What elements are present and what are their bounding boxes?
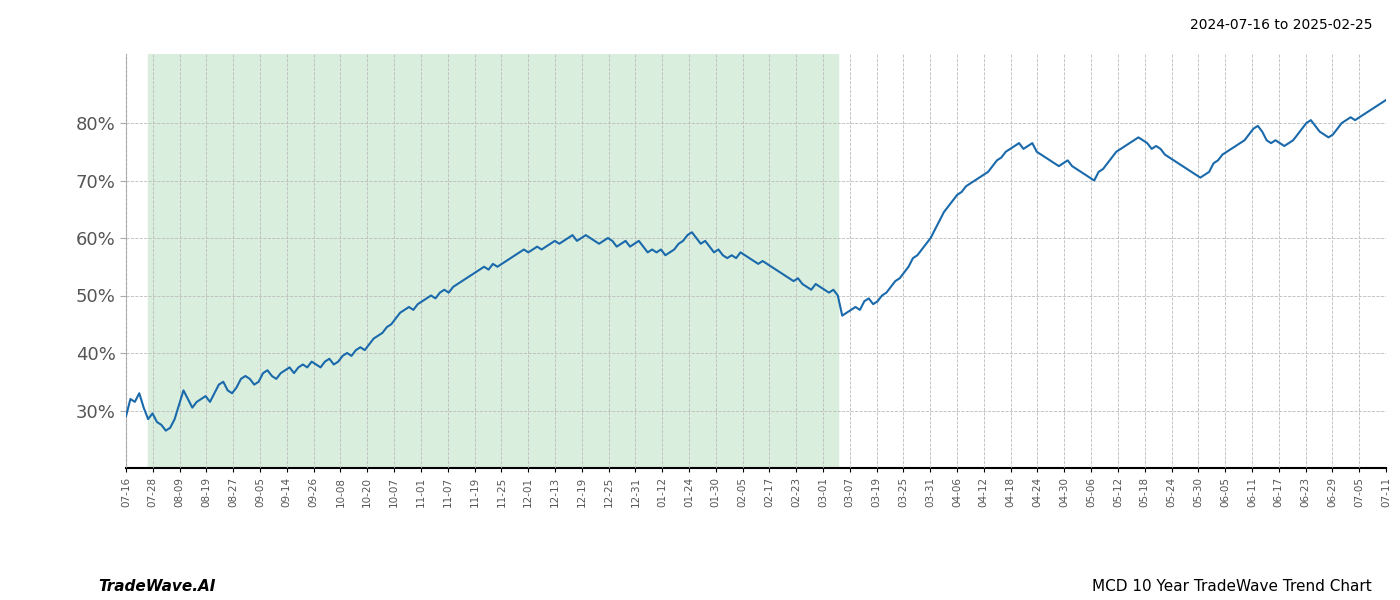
Bar (148, 54, 837, 468)
Text: TradeWave.AI: TradeWave.AI (98, 579, 216, 594)
Text: 2024-07-16 to 2025-02-25: 2024-07-16 to 2025-02-25 (1190, 18, 1372, 32)
Text: MCD 10 Year TradeWave Trend Chart: MCD 10 Year TradeWave Trend Chart (1092, 579, 1372, 594)
